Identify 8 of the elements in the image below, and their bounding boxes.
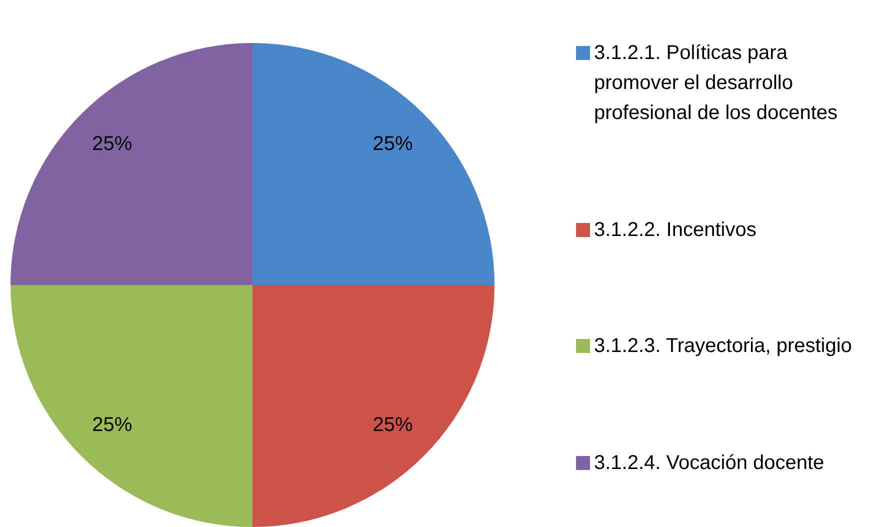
data-label: 25% — [92, 414, 132, 436]
data-label: 25% — [372, 133, 414, 156]
data-label: 25% — [372, 414, 414, 436]
legend-label: 3.1.2.4. Vocación docente — [594, 450, 824, 476]
legend-label: 3.1.2.2. Incentivos — [594, 218, 756, 243]
legend-label: 3.1.2.3. Trayectoria, prestigio — [594, 334, 852, 360]
data-label: 25% — [92, 133, 132, 156]
legend-label: 3.1.2.1. Políticas para promover el desarrollo profesional de los docentes — [594, 41, 838, 126]
